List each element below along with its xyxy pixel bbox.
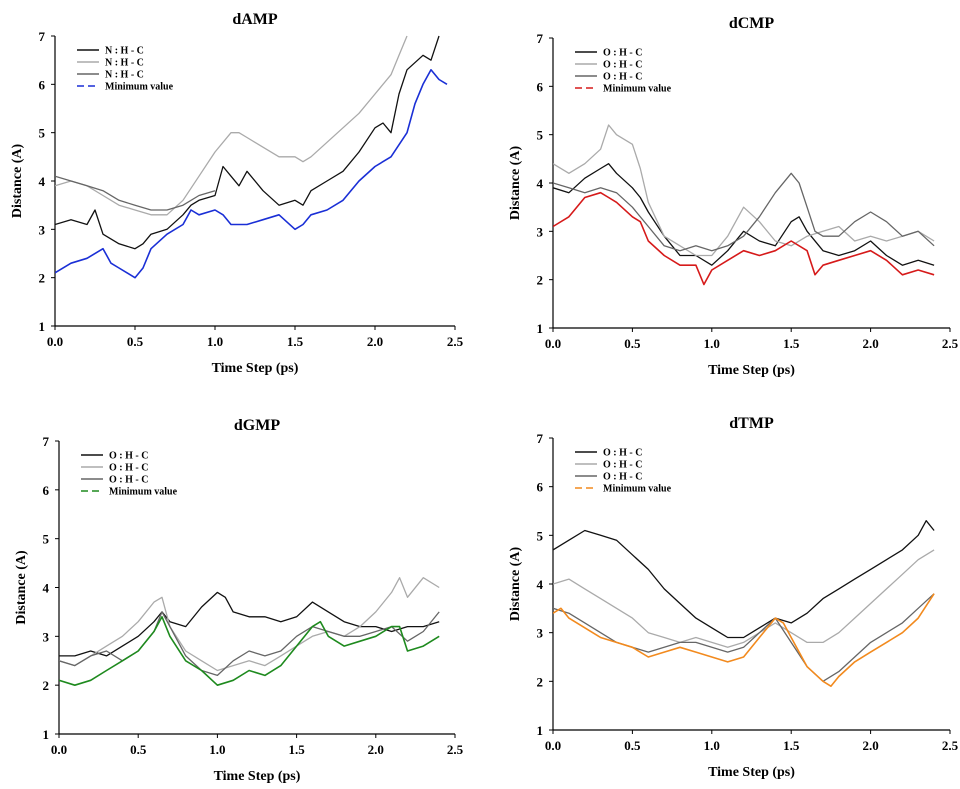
chart-dgmp-series-2-line [59,611,440,677]
chart-dcmp-y-tick-label: 2 [537,273,544,288]
chart-dcmp-x-tick-label: 1.0 [704,336,720,351]
chart-dtmp-series-3-line [553,593,935,687]
chart-dtmp-x-axis-label: Time Step (ps) [708,765,795,780]
chart-dtmp-y-tick-label: 2 [537,674,544,689]
chart-damp-x-tick-label: 2.0 [367,334,383,349]
chart-dtmp-x-tick-label: 2.5 [942,738,959,753]
chart-dcmp-y-tick-label: 6 [537,79,544,94]
chart-dgmp-legend-label-2: O : H - C [109,475,148,486]
chart-dtmp-x-tick-label: 2.0 [862,738,878,753]
chart-dgmp-legend-label-3: Minimum value [109,487,178,498]
chart-dtmp-y-tick-label: 4 [537,577,544,592]
chart-dgmp-x-tick-label: 0.5 [130,742,147,757]
chart-dtmp-y-tick-label: 3 [537,626,544,641]
chart-damp-series-3-line [55,69,448,279]
chart-dcmp-y-tick-label: 4 [537,176,544,191]
chart-damp-series-1-line [55,35,408,216]
chart-dcmp-x-tick-label: 1.5 [783,336,800,351]
chart-dgmp-legend-label-1: O : H - C [109,463,148,474]
chart-damp-y-tick-label: 4 [39,174,46,189]
chart-dtmp-y-tick-label: 7 [537,431,544,446]
chart-damp-y-tick-label: 2 [39,271,46,286]
chart-dtmp-x-tick-label: 1.0 [704,738,720,753]
chart-dcmp-legend-label-0: O : H - C [603,48,642,59]
chart-dgmp-series-1-line [59,577,440,672]
chart-dgmp-legend-label-0: O : H - C [109,451,148,462]
chart-dtmp-y-tick-label: 5 [537,528,544,543]
chart-damp-series-2-line [55,175,216,211]
chart-dcmp-series-2-line [553,172,935,252]
chart-dgmp-series-3-line [59,616,440,686]
chart-dtmp: dTMP 1 2 3 4 5 6 7 0.0 0.5 1.0 1.5 2.0 2.5 Time Step (… [508,415,959,780]
chart-dcmp-x-tick-label: 0.5 [624,336,641,351]
chart-dgmp-x-tick-label: 2.0 [368,742,384,757]
chart-dtmp-x-tick-label: 0.0 [545,738,561,753]
chart-dtmp-y-tick-label: 1 [537,723,544,738]
chart-dtmp-legend-label-1: O : H - C [603,460,642,471]
chart-dcmp-y-tick-label: 1 [537,321,544,336]
chart-damp-series-0-line [55,35,440,250]
chart-damp-legend-label-1: N : H - C [105,58,144,69]
chart-damp: dAMP 1 2 3 4 5 6 7 0.0 0.5 1.0 1.5 2.0 2.5 Time Step (… [10,11,464,376]
chart-dcmp-y-axis-label: Distance (A) [508,146,523,221]
chart-dgmp-y-tick-label: 4 [43,581,50,596]
chart-damp-y-tick-label: 7 [39,29,46,44]
chart-dcmp-series-3-line [553,191,935,286]
chart-dgmp-x-tick-label: 1.5 [288,742,305,757]
chart-dcmp-legend-label-3: Minimum value [603,84,672,95]
chart-dcmp-x-tick-label: 2.0 [862,336,878,351]
chart-dgmp-y-tick-label: 1 [43,727,50,742]
chart-dcmp: dCMP 1 2 3 4 5 6 7 0.0 0.5 1.0 1.5 2.0 2.5 Time Step (… [508,15,959,378]
chart-damp-x-tick-label: 0.0 [47,334,63,349]
chart-damp-y-tick-label: 1 [39,319,46,334]
chart-dtmp-series-0-line [553,520,935,639]
chart-dcmp-x-tick-label: 2.5 [942,336,959,351]
chart-dgmp-x-tick-label: 0.0 [51,742,67,757]
chart-damp-y-tick-label: 6 [39,77,46,92]
chart-damp-x-tick-label: 1.0 [207,334,223,349]
chart-dgmp-y-tick-label: 6 [43,483,50,498]
chart-dcmp-legend-label-1: O : H - C [603,60,642,71]
chart-dtmp-title: dTMP [729,415,774,432]
chart-damp-y-tick-label: 3 [39,222,46,237]
chart-dgmp-y-tick-label: 3 [43,629,50,644]
chart-dcmp-title: dCMP [729,15,775,32]
chart-dtmp-y-axis-label: Distance (A) [508,547,523,622]
chart-damp-legend-label-3: Minimum value [105,82,174,93]
chart-damp-y-tick-label: 5 [39,126,46,141]
chart-dgmp-title: dGMP [234,417,280,434]
chart-damp-legend-label-2: N : H - C [105,70,144,81]
chart-dgmp-x-tick-label: 2.5 [447,742,464,757]
chart-dtmp-x-tick-label: 1.5 [783,738,800,753]
chart-damp-title: dAMP [232,11,278,28]
chart-dcmp-y-tick-label: 5 [537,128,544,143]
chart-dtmp-legend-label-3: Minimum value [603,484,672,495]
chart-dtmp-x-tick-label: 0.5 [624,738,641,753]
chart-dgmp-x-tick-label: 1.0 [209,742,225,757]
chart-dtmp-legend-label-0: O : H - C [603,448,642,459]
chart-damp-legend-label-0: N : H - C [105,46,144,57]
chart-damp-x-tick-label: 0.5 [127,334,144,349]
chart-dgmp-y-tick-label: 7 [43,434,50,449]
chart-dtmp-series-1-line [553,549,935,648]
chart-dtmp-y-tick-label: 6 [537,480,544,495]
chart-dgmp: dGMP 1 2 3 4 5 6 7 0.0 0.5 1.0 1.5 2.0 2.5 Time Step (… [14,417,464,784]
chart-dgmp-series-0-line [59,591,440,657]
chart-dgmp-y-tick-label: 2 [43,678,50,693]
chart-dcmp-y-tick-label: 7 [537,31,544,46]
chart-dgmp-y-tick-label: 5 [43,532,50,547]
chart-dcmp-y-tick-label: 3 [537,224,544,239]
chart-dtmp-legend-label-2: O : H - C [603,472,642,483]
chart-dgmp-x-axis-label: Time Step (ps) [214,769,301,784]
chart-damp-y-axis-label: Distance (A) [10,144,25,219]
chart-dcmp-x-tick-label: 0.0 [545,336,561,351]
chart-dcmp-legend-label-2: O : H - C [603,72,642,83]
chart-dcmp-series-1-line [553,124,935,257]
chart-dcmp-x-axis-label: Time Step (ps) [708,363,795,378]
chart-damp-x-tick-label: 2.5 [447,334,464,349]
chart-damp-x-axis-label: Time Step (ps) [212,361,299,376]
chart-dgmp-y-axis-label: Distance (A) [14,550,29,625]
chart-damp-x-tick-label: 1.5 [287,334,304,349]
